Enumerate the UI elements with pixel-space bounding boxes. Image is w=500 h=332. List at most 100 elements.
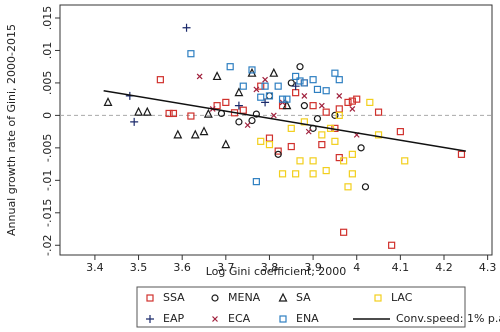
legend-label: Conv.speed: 1% p.a <box>396 312 500 325</box>
point <box>348 150 356 158</box>
point <box>388 241 396 249</box>
point <box>366 98 374 107</box>
point <box>322 87 330 95</box>
point <box>318 141 326 149</box>
point <box>226 63 234 71</box>
point <box>331 137 339 145</box>
point <box>396 128 404 136</box>
point <box>300 79 308 87</box>
x-tick-label: 4 <box>353 261 360 274</box>
point <box>300 102 308 110</box>
point <box>282 100 292 110</box>
point <box>335 76 343 84</box>
point <box>344 98 352 107</box>
point <box>336 92 343 99</box>
point <box>190 129 200 139</box>
point <box>374 131 383 139</box>
point <box>331 69 339 77</box>
y-tick-label: -.02 <box>41 235 54 256</box>
point <box>270 112 277 119</box>
point <box>278 170 287 178</box>
point <box>344 183 352 191</box>
legend-label: ENA <box>296 312 319 325</box>
point <box>182 23 191 32</box>
point <box>309 102 317 110</box>
point <box>252 110 260 118</box>
x-tick-label: 4.2 <box>435 261 453 274</box>
point <box>142 106 152 116</box>
legend-label: MENA <box>228 291 261 304</box>
y-tick-label: .015 <box>41 6 54 31</box>
point <box>361 183 370 191</box>
point <box>221 139 231 149</box>
point <box>252 178 260 186</box>
y-tick-label: 0 <box>41 112 54 119</box>
legend-marker <box>278 292 288 302</box>
legend-label: LAC <box>391 291 413 304</box>
point <box>187 50 195 58</box>
point <box>348 97 356 105</box>
point <box>274 150 282 158</box>
point <box>213 102 221 110</box>
point <box>296 157 304 165</box>
point <box>244 122 251 129</box>
y-axis-title: Annual growth rate of Gini, 2000-2015 <box>5 24 18 236</box>
point <box>196 73 203 80</box>
point <box>203 108 213 118</box>
x-tick-label: 4.1 <box>392 261 410 274</box>
point <box>239 82 247 90</box>
legend-marker <box>374 294 382 302</box>
point <box>309 170 317 178</box>
point <box>234 101 243 110</box>
y-tick-label: -.005 <box>41 134 54 162</box>
point <box>261 82 269 90</box>
point <box>234 87 244 97</box>
point <box>374 108 383 116</box>
point <box>130 117 139 126</box>
point <box>239 106 247 114</box>
point <box>349 105 356 112</box>
x-tick-label: 3.4 <box>86 261 104 274</box>
point <box>305 128 312 135</box>
y-tick-label: .01 <box>41 42 54 60</box>
legend-label: SA <box>296 291 311 304</box>
point <box>287 79 295 87</box>
point <box>348 170 356 178</box>
point <box>318 131 326 139</box>
point <box>257 137 265 145</box>
point <box>199 126 209 136</box>
point <box>187 112 195 120</box>
fit-line <box>103 89 466 152</box>
point <box>278 95 287 103</box>
x-tick-label: 3.7 <box>217 261 235 274</box>
point <box>322 166 330 175</box>
point <box>292 170 300 178</box>
point <box>222 98 230 107</box>
point <box>331 111 339 119</box>
x-tick-label: 3.9 <box>304 261 322 274</box>
point <box>235 118 243 126</box>
legend-marker <box>146 315 154 323</box>
point <box>340 228 348 236</box>
point <box>301 92 308 99</box>
point <box>253 86 260 93</box>
point <box>340 157 348 165</box>
point <box>212 71 222 81</box>
point <box>265 92 274 100</box>
legend-label: SSA <box>163 291 185 304</box>
legend-marker <box>146 294 154 302</box>
point <box>156 76 164 84</box>
point <box>296 77 304 85</box>
point <box>262 76 269 83</box>
point <box>313 85 322 94</box>
point <box>283 95 291 103</box>
point <box>248 116 256 125</box>
legend-marker <box>279 315 287 323</box>
legend <box>136 286 466 328</box>
point <box>134 106 144 116</box>
point <box>274 82 282 90</box>
x-axis-title: Log Gini coefficient, 2000 <box>206 265 347 278</box>
point <box>165 109 173 118</box>
x-tick-label: 3.5 <box>130 261 148 274</box>
